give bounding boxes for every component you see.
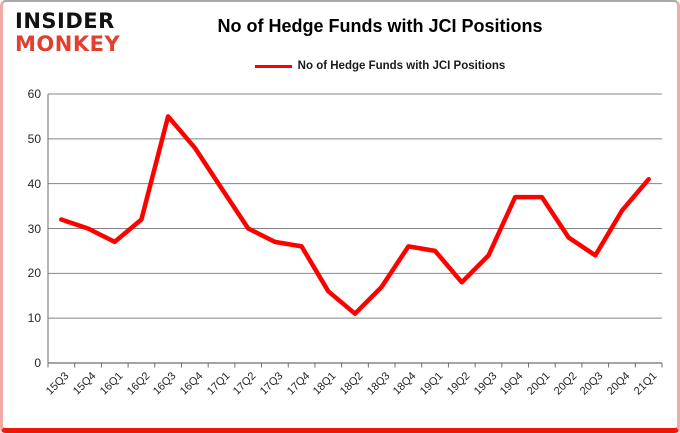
y-tick-label: 20 — [27, 266, 41, 281]
insider-monkey-logo: INSIDER MONKEY — [15, 10, 120, 56]
y-tick-label: 30 — [27, 221, 41, 236]
line-chart — [47, 93, 663, 368]
legend-line-swatch — [254, 64, 292, 68]
y-tick-label: 10 — [27, 311, 41, 326]
logo-text-monkey: MONKEY — [15, 32, 121, 56]
y-tick-label: 50 — [27, 131, 41, 146]
legend: No of Hedge Funds with JCI Positions — [123, 60, 637, 72]
data-series-line — [59, 114, 651, 316]
y-tick-label: 60 — [27, 87, 41, 101]
logo-text-insider: INSIDER — [15, 9, 115, 33]
y-tick-label: 0 — [34, 356, 41, 370]
y-tick-label: 40 — [27, 176, 41, 191]
chart-title: No of Hedge Funds with JCI Positions — [217, 16, 543, 36]
legend-label: No of Hedge Funds with JCI Positions — [297, 60, 506, 72]
